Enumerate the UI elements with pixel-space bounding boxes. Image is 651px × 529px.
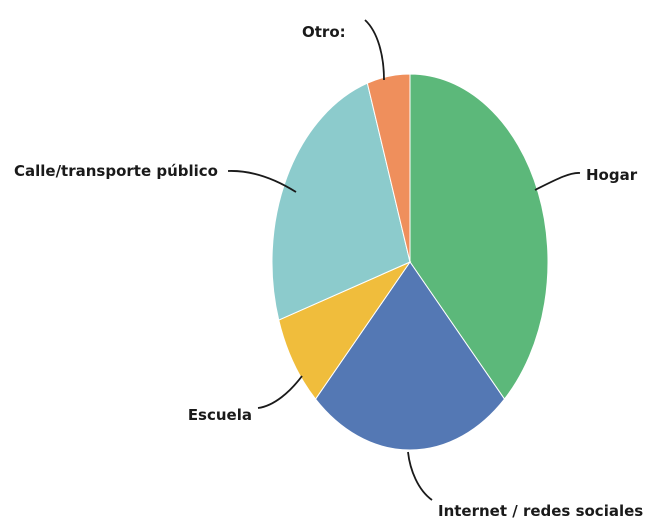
slice-label-internet: Internet / redes sociales: [438, 502, 643, 520]
pie-slice-internet-redes-sociales: [314, 261, 506, 451]
slice-label-otro: Otro:: [302, 23, 346, 41]
leader-line-escuela: [257, 375, 303, 409]
slice-label-calle: Calle/transporte público: [14, 162, 218, 180]
pie-slices: [271, 73, 549, 451]
pie-slice-escuela: [278, 260, 412, 400]
pie-slice-calle-transporte-p-blico: [271, 82, 411, 321]
pie-slice-hogar: [409, 73, 549, 400]
slice-label-escuela: Escuela: [188, 406, 252, 424]
leader-line-calle: [227, 170, 297, 193]
pie-slice-otro: [366, 73, 411, 263]
leader-line-otro: [364, 19, 385, 81]
leader-line-internet: [407, 451, 433, 501]
leader-line-hogar: [534, 172, 581, 191]
slice-label-hogar: Hogar: [586, 166, 638, 184]
